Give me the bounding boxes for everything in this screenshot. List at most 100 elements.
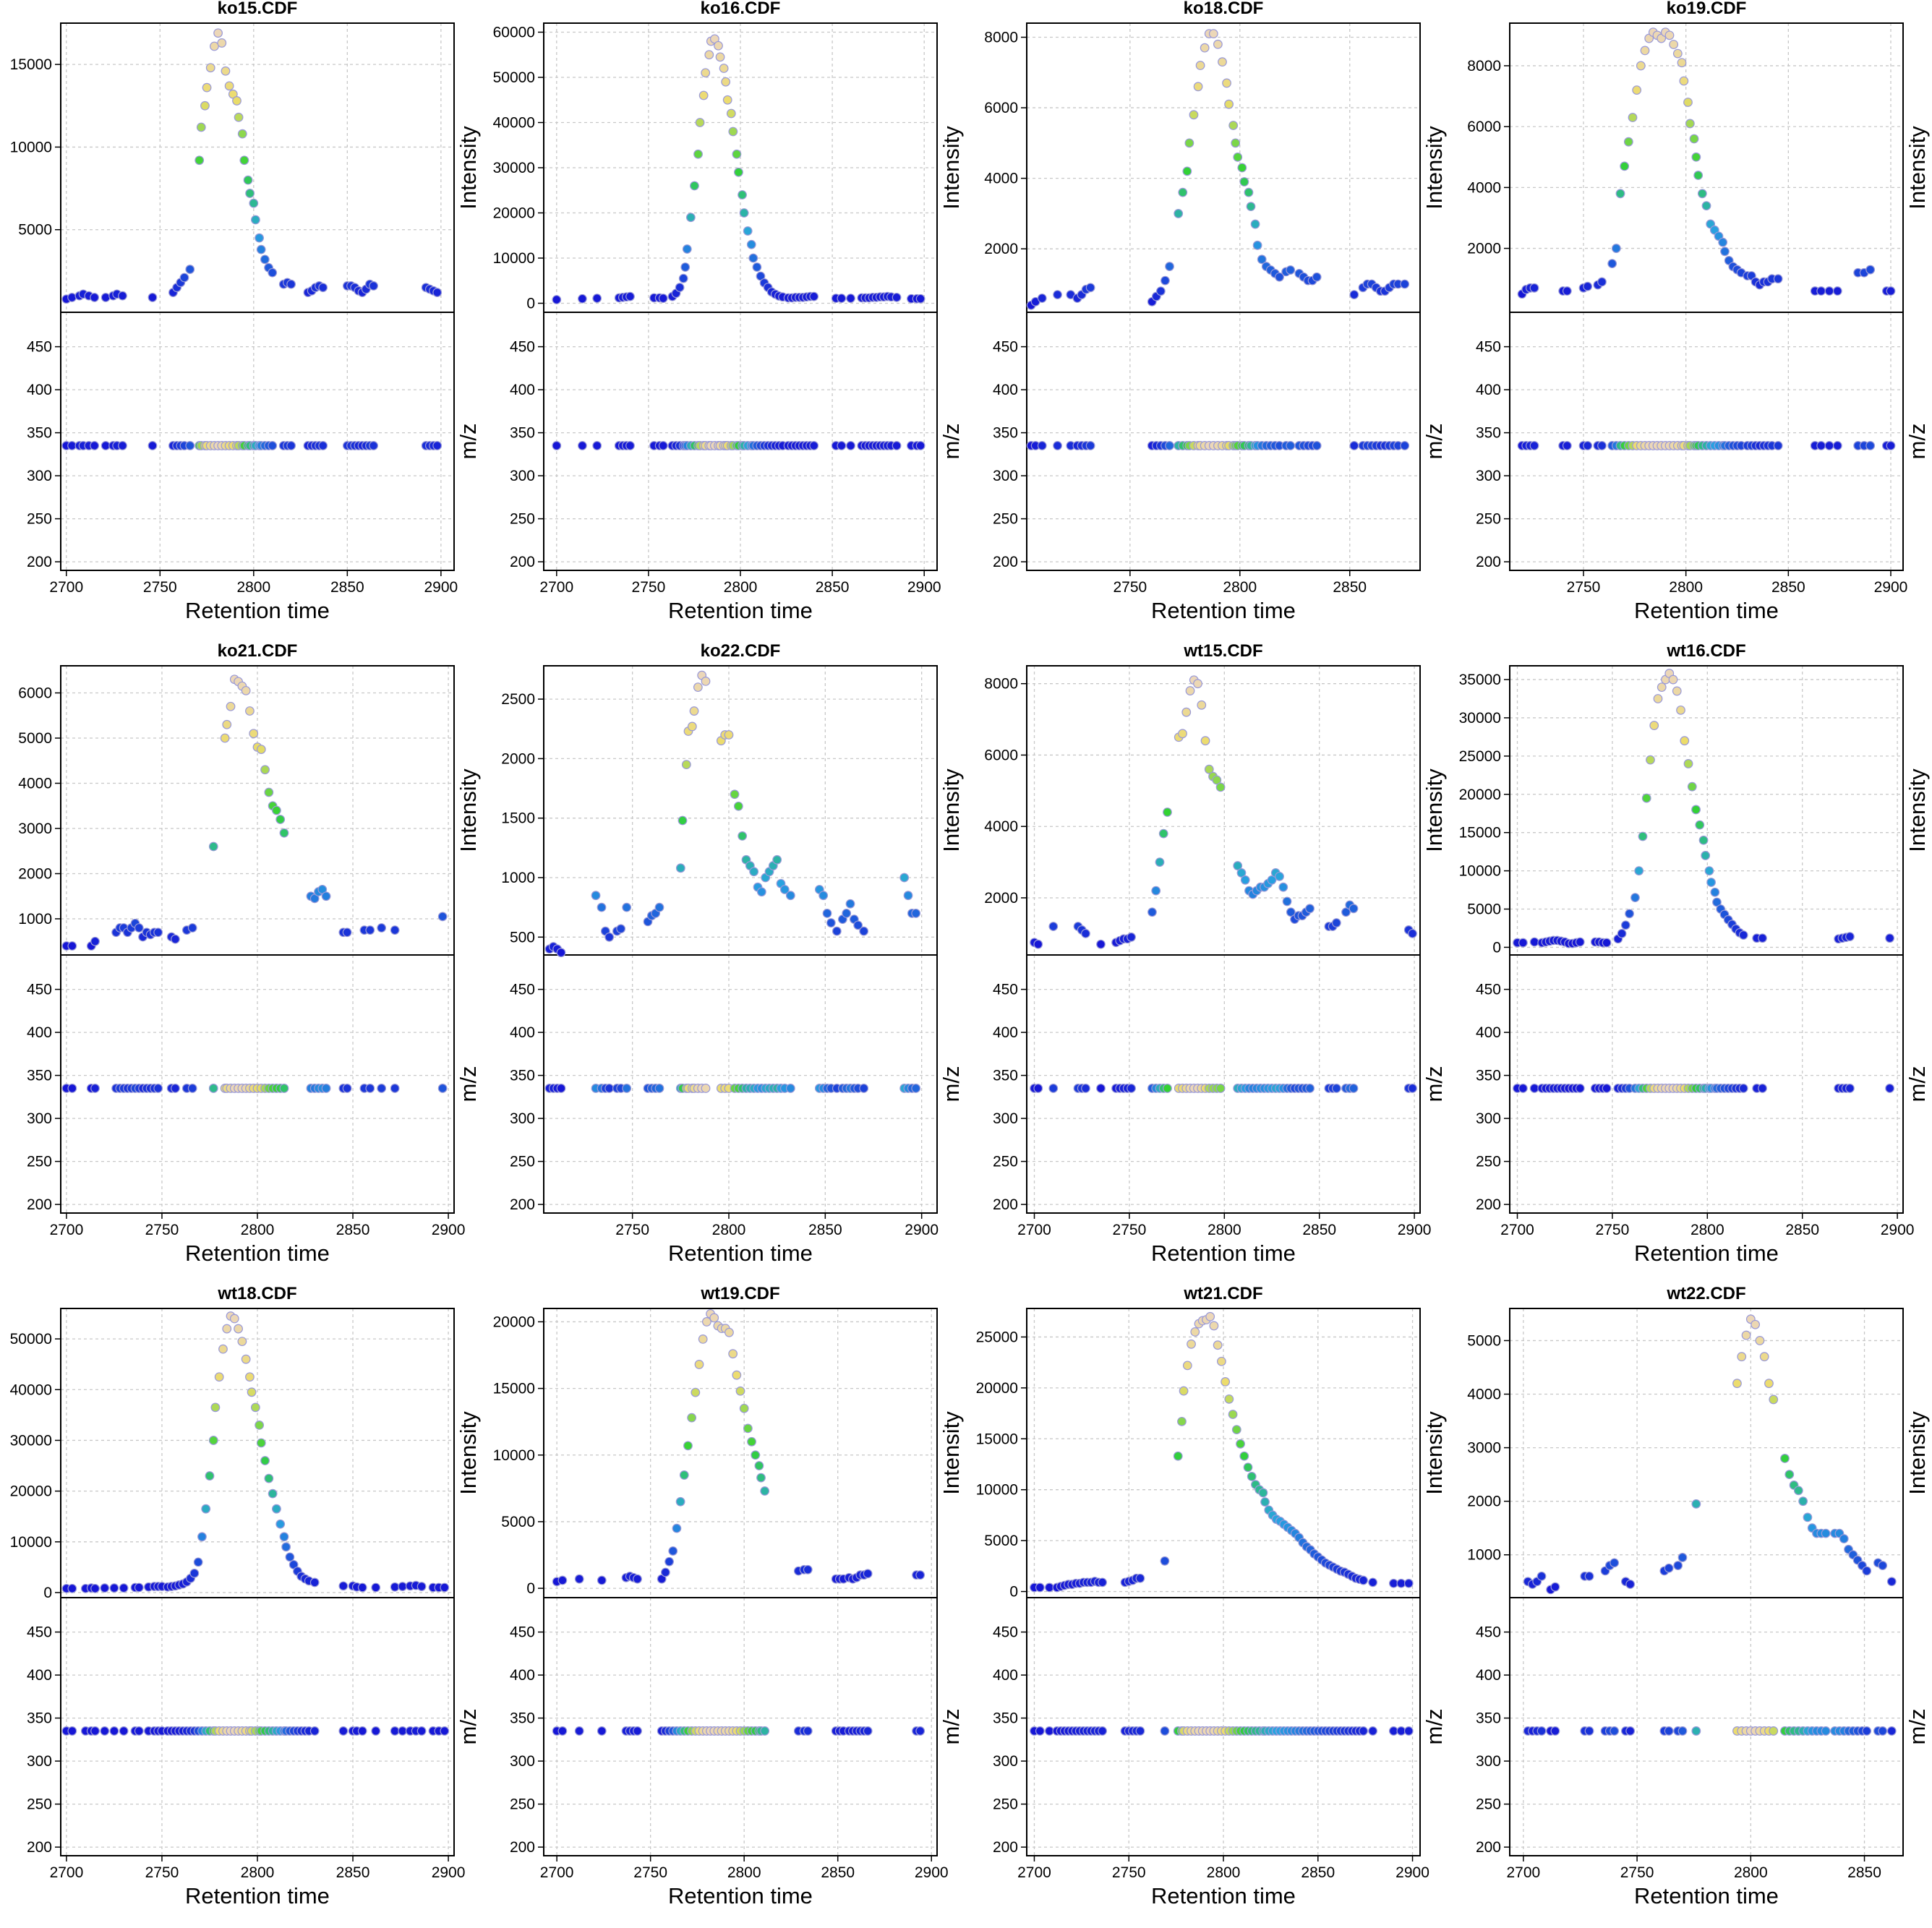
y-tick-label: 3000 (1467, 1440, 1501, 1457)
y-tick-label: 2500 (501, 691, 535, 708)
mz-point (1625, 1726, 1636, 1736)
mz-point (701, 1084, 711, 1093)
mz-points (61, 1726, 450, 1736)
intensity-point (726, 108, 736, 119)
mz-point (1035, 1726, 1045, 1736)
mz-tick-label: 450 (1476, 1624, 1501, 1641)
mz-point (1160, 1726, 1170, 1736)
mz-point (1575, 1084, 1585, 1093)
mz-point (658, 441, 668, 450)
mz-point (432, 441, 443, 450)
mz-tick-label: 400 (993, 1667, 1018, 1684)
mz-tick-label: 300 (27, 468, 52, 484)
intensity-point (234, 112, 244, 122)
chart-svg: ko18.CDF 2000 4000 6000 8000 200 250 300 350 400 4… (984, 0, 1447, 623)
mz-point (574, 1726, 584, 1736)
intensity-point (1209, 1321, 1219, 1331)
x-tick-label: 2850 (816, 579, 850, 596)
mz-points (61, 441, 443, 450)
x-tick-label: 2800 (1207, 1864, 1241, 1881)
x-tick-label: 2850 (1302, 1222, 1336, 1238)
mz-tick-label: 400 (510, 1024, 535, 1041)
mz-point (760, 1726, 770, 1736)
intensity-point (1798, 1496, 1808, 1507)
y-tick-label: 40000 (10, 1381, 52, 1398)
intensity-point (101, 293, 111, 302)
intensity-point (153, 927, 163, 938)
intensity-point (1680, 736, 1690, 746)
intensity-point (1611, 244, 1621, 253)
mz-point (1037, 441, 1047, 450)
intensity-point (675, 283, 685, 293)
intensity-point (1044, 1582, 1054, 1593)
intensity-point (237, 1337, 247, 1347)
y-axis-label-mz: m/z (456, 1709, 481, 1745)
intensity-point (1632, 85, 1642, 95)
intensity-point (1368, 1577, 1378, 1588)
mz-point (342, 1084, 352, 1093)
intensity-point (687, 1413, 697, 1423)
y-tick-label: 10000 (10, 139, 52, 155)
x-tick-label: 2800 (1669, 579, 1703, 596)
mz-tick-label: 200 (510, 1839, 535, 1856)
intensity-point (1158, 828, 1168, 839)
chart-svg: ko15.CDF 5000 10000 15000 200 250 300 350 400 450… (10, 0, 481, 623)
intensity-point (1151, 886, 1161, 896)
intensity-point (90, 1583, 100, 1593)
intensity-point (1673, 1561, 1683, 1570)
y-tick-label: 15000 (493, 1381, 535, 1397)
intensity-point (1653, 694, 1663, 703)
intensity-point (1738, 930, 1748, 940)
y-tick-label: 4000 (984, 818, 1018, 835)
mz-point (892, 441, 902, 450)
intensity-point (229, 1314, 239, 1324)
y-axis-label-mz: m/z (1905, 1709, 1930, 1745)
mz-point (633, 1726, 642, 1736)
x-tick-label: 2800 (236, 579, 270, 596)
x-tick-label: 2800 (1690, 1222, 1724, 1238)
x-tick-label: 2750 (145, 1864, 179, 1881)
x-axis-label: Retention time (1151, 598, 1296, 623)
intensity-point (664, 1556, 674, 1567)
intensity-point (1610, 1558, 1620, 1568)
x-tick-label: 2850 (1785, 1222, 1819, 1238)
intensity-point (268, 267, 278, 278)
intensity-point (1862, 1566, 1872, 1576)
intensity-point (214, 1372, 224, 1382)
grid-lines (61, 1308, 454, 1856)
intensity-point (557, 1575, 568, 1585)
x-tick-label: 2750 (1113, 1222, 1147, 1238)
y-tick-label: 5000 (1467, 1332, 1501, 1349)
intensity-point (202, 82, 212, 93)
intensity-point (746, 239, 756, 249)
mz-point (1053, 441, 1062, 450)
mz-point (185, 441, 195, 450)
intensity-point (221, 66, 231, 76)
mz-point (1081, 1084, 1090, 1093)
intensity-point (398, 1582, 408, 1591)
mz-point (1821, 1726, 1831, 1736)
intensity-point (1691, 152, 1701, 162)
mz-points (1517, 441, 1896, 450)
intensity-point (268, 1488, 278, 1499)
intensity-point (237, 129, 247, 139)
intensity-point (1163, 807, 1172, 817)
intensity-point (205, 63, 215, 73)
grid-lines (1510, 23, 1903, 570)
mz-point (1044, 1726, 1054, 1736)
intensity-point (694, 1360, 704, 1369)
intensity-point (1178, 729, 1187, 739)
intensity-point (224, 81, 234, 91)
intensity-point (604, 932, 615, 942)
intensity-point (318, 283, 328, 293)
mz-point (67, 1084, 77, 1093)
intensity-plot-frame (1509, 1308, 1904, 1598)
intensity-point (730, 789, 740, 800)
intensity-point (1213, 39, 1223, 49)
intensity-point (1625, 909, 1634, 919)
grid-lines (61, 23, 454, 570)
intensity-point (1349, 290, 1359, 300)
intensity-point (756, 887, 766, 897)
intensity-point (309, 1577, 320, 1588)
mz-plot-frame (1509, 312, 1904, 571)
